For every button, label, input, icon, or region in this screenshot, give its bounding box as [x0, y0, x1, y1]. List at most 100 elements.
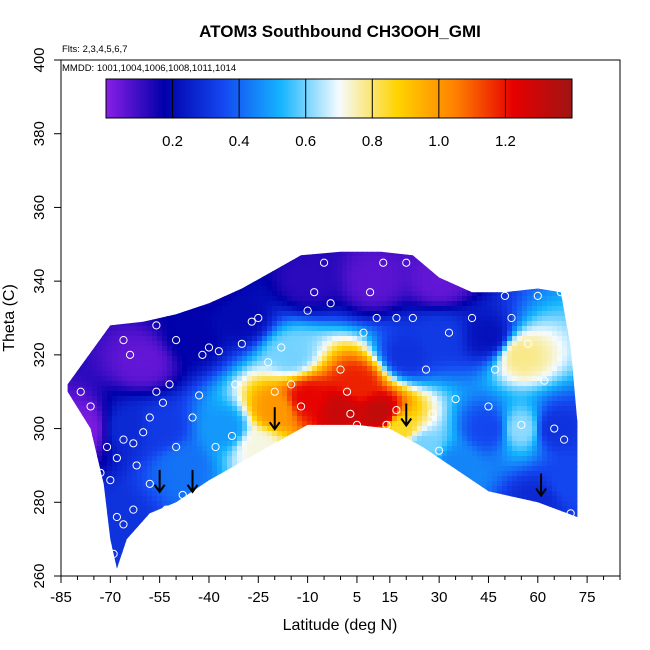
heatmap-cell [392, 271, 398, 277]
heatmap-cell [227, 486, 233, 492]
heatmap-cell [477, 441, 483, 447]
heatmap-cell [312, 436, 318, 442]
heatmap-cell [477, 486, 483, 492]
heatmap-cell [247, 256, 253, 262]
heatmap-cell [212, 451, 218, 457]
heatmap-cell [417, 366, 423, 372]
heatmap-cell [242, 396, 248, 402]
heatmap-cell [252, 266, 258, 272]
heatmap-cell [82, 406, 88, 412]
heatmap-cell [532, 286, 538, 292]
heatmap-cell [192, 281, 198, 287]
heatmap-cell [552, 481, 558, 487]
heatmap-cell [162, 286, 168, 292]
heatmap-cell [312, 451, 318, 457]
heatmap-cell [177, 341, 183, 347]
heatmap-cell [517, 466, 523, 472]
heatmap-cell [137, 351, 143, 357]
heatmap-cell [482, 456, 488, 462]
heatmap-cell [457, 266, 463, 272]
heatmap-cell [567, 376, 573, 382]
heatmap-cell [272, 431, 278, 437]
heatmap-cell [287, 426, 293, 432]
heatmap-cell [112, 321, 118, 327]
heatmap-cell [512, 426, 518, 432]
heatmap-cell [242, 276, 248, 282]
heatmap-cell [557, 306, 563, 312]
heatmap-cell [462, 391, 468, 397]
heatmap-cell [347, 306, 353, 312]
heatmap-cell [167, 476, 173, 482]
heatmap-cell [572, 426, 578, 432]
heatmap-cell [257, 361, 263, 367]
heatmap-cell [387, 456, 393, 462]
heatmap-cell [192, 471, 198, 477]
heatmap-cell [232, 281, 238, 287]
heatmap-cell [182, 391, 188, 397]
heatmap-cell [487, 486, 493, 492]
heatmap-cell [427, 476, 433, 482]
heatmap-cell [227, 251, 233, 257]
heatmap-cell [537, 401, 543, 407]
heatmap-cell [297, 346, 303, 352]
heatmap-cell [362, 316, 368, 322]
heatmap-cell [282, 461, 288, 467]
heatmap-cell [312, 431, 318, 437]
heatmap-cell [567, 371, 573, 377]
heatmap-cell [432, 331, 438, 337]
heatmap-cell [212, 376, 218, 382]
heatmap-cell [487, 251, 493, 257]
heatmap-cell [382, 456, 388, 462]
heatmap-cell [342, 436, 348, 442]
heatmap-cell [187, 436, 193, 442]
heatmap-cell [397, 446, 403, 452]
heatmap-cell [352, 316, 358, 322]
heatmap-cell [407, 481, 413, 487]
heatmap-cell [392, 461, 398, 467]
heatmap-cell [392, 331, 398, 337]
heatmap-cell [122, 361, 128, 367]
heatmap-cell [422, 316, 428, 322]
heatmap-cell [72, 336, 78, 342]
heatmap-cell [577, 401, 578, 407]
heatmap-cell [492, 331, 498, 337]
heatmap-cell [392, 371, 398, 377]
heatmap-cell [177, 301, 183, 307]
heatmap-cell [562, 406, 568, 412]
heatmap-cell [402, 291, 408, 297]
heatmap-cell [382, 396, 388, 402]
heatmap-cell [487, 286, 493, 292]
heatmap-cell [197, 416, 203, 422]
heatmap-cell [192, 261, 198, 267]
heatmap-cell [487, 386, 493, 392]
heatmap-cell [232, 421, 238, 427]
heatmap-cell [272, 491, 278, 497]
heatmap-cell [452, 351, 458, 357]
heatmap-cell [97, 411, 103, 417]
heatmap-cell [162, 361, 168, 367]
heatmap-cell [312, 481, 318, 487]
heatmap-cell [452, 371, 458, 377]
heatmap-cell [217, 391, 223, 397]
heatmap-cell [477, 391, 483, 397]
heatmap-cell [292, 431, 298, 437]
heatmap-cell [117, 426, 123, 432]
heatmap-cell [352, 291, 358, 297]
heatmap-cell [117, 286, 123, 292]
heatmap-cell [392, 486, 398, 492]
heatmap-cell [532, 391, 538, 397]
heatmap-cell [472, 431, 478, 437]
heatmap-cell [222, 401, 228, 407]
heatmap-cell [372, 476, 378, 482]
heatmap-cell [532, 396, 538, 402]
heatmap-cell [462, 381, 468, 387]
heatmap-cell [187, 286, 193, 292]
heatmap-cell [287, 421, 293, 427]
heatmap-cell [132, 251, 138, 257]
heatmap-cell [397, 311, 403, 317]
heatmap-cell [422, 421, 428, 427]
heatmap-cell [217, 401, 223, 407]
heatmap-cell [567, 256, 573, 262]
heatmap-cell [542, 326, 548, 332]
heatmap-cell [442, 446, 448, 452]
